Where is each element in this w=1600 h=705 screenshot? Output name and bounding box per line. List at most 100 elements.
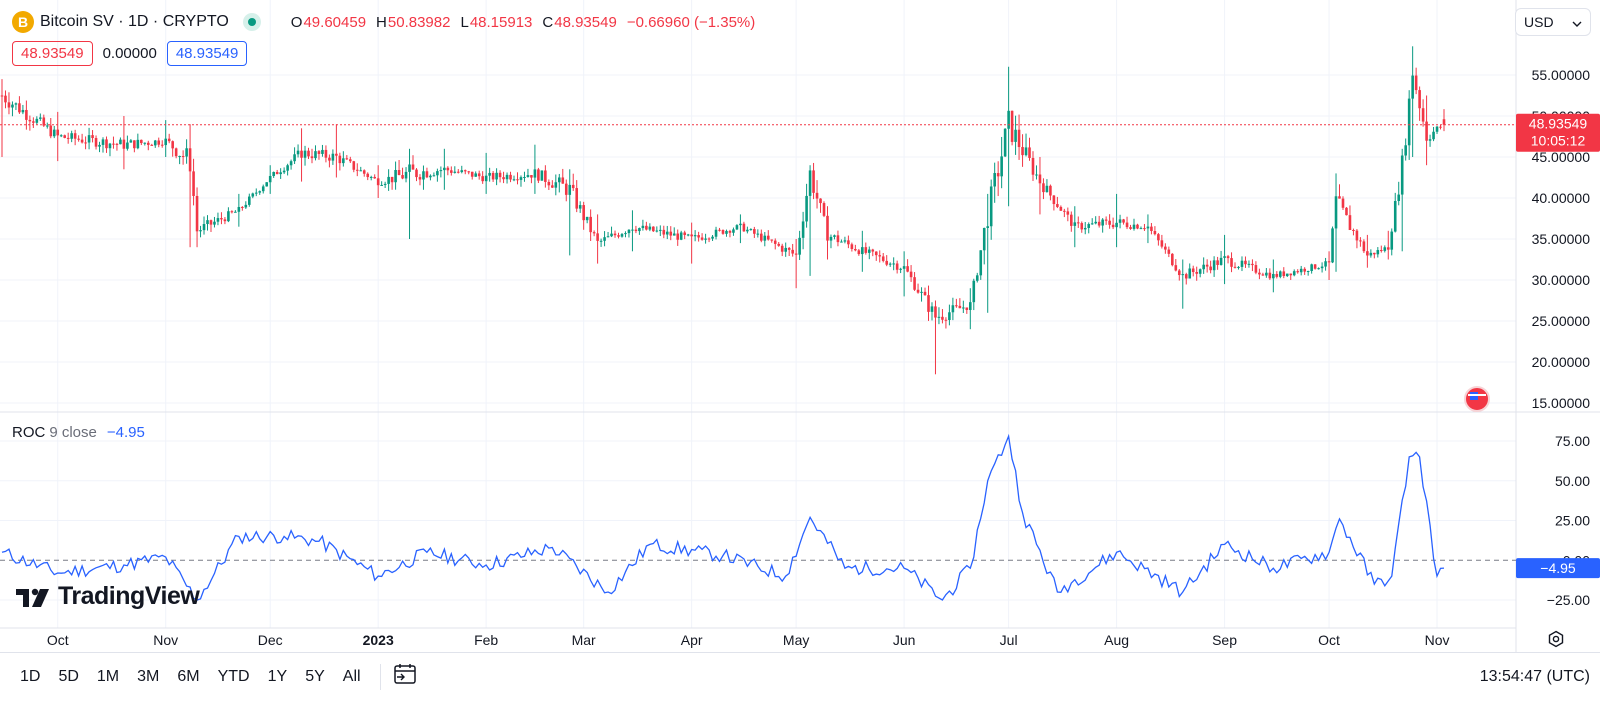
candle [307,147,310,159]
candle [223,217,227,225]
candle-body [871,249,875,252]
candle-body [366,173,370,178]
candle [129,139,133,143]
candle-body [477,173,481,177]
candle-body [888,263,892,265]
candle-body [387,176,390,184]
candle [1324,257,1327,271]
candle-body [610,233,613,237]
roc-axis-label: −25.00 [1547,592,1590,608]
candle-body [655,230,659,232]
candle-body [234,211,237,213]
candle-body [425,171,429,178]
candle-body [808,170,812,196]
candle-body [160,144,164,146]
candle-body [63,135,66,138]
range-1d-button[interactable]: 1D [20,667,41,685]
candle [70,130,73,143]
candle-body [1198,269,1202,274]
candle-body [714,229,718,237]
price-axis-label: 30.00000 [1532,272,1591,288]
candle-body [1132,224,1136,229]
candle-body [185,148,188,157]
candle [784,242,787,257]
candle [167,133,171,144]
candle-body [1265,272,1268,276]
candle [1080,221,1084,233]
candle [589,209,592,242]
candle-body [822,203,826,216]
candle [721,229,725,235]
candlestick-series [0,46,1446,375]
currency-select[interactable]: USD [1515,8,1591,36]
candle [247,193,251,207]
range-3m-button[interactable]: 3M [137,667,160,685]
symbol-title[interactable]: Bitcoin SV · 1D · CRYPTO [40,13,229,30]
roc-legend[interactable]: ROC 9 close −4.95 [12,424,145,441]
tradingview-logo[interactable]: TradingView [16,582,200,611]
candle-body [1076,222,1080,224]
us-flag-icon[interactable] [1464,386,1490,412]
candle-body [631,229,634,231]
candle [338,152,342,171]
candle [909,265,913,282]
utc-clock[interactable]: 13:54:47 (UTC) [1479,667,1590,685]
candle [1205,259,1209,273]
candle [446,166,450,176]
candle-body [1115,222,1118,228]
range-6m-button[interactable]: 6M [177,667,200,685]
candle [136,133,140,150]
candle-body [652,226,655,232]
grid [0,0,1516,628]
range-1y-button[interactable]: 1Y [267,667,288,685]
gear-icon[interactable] [1545,628,1567,650]
candle-body [338,155,342,164]
market-status-icon[interactable] [242,13,261,31]
candle [592,230,596,237]
candle-body [941,316,944,320]
candle-body [753,229,756,234]
range-1m-button[interactable]: 1M [96,667,120,685]
candle-body [73,133,77,139]
candle [1167,246,1171,258]
candle-body [1411,75,1414,99]
candle-body [516,179,519,181]
candle-body [101,139,105,145]
candle [1070,211,1073,232]
candle [1024,133,1028,157]
range-5y-button[interactable]: 5Y [305,667,325,685]
candle-body [1299,268,1303,273]
candle-body [1251,263,1254,266]
currency-value: USD [1524,14,1554,30]
candle [369,175,373,181]
candle [867,246,871,260]
candle [185,139,188,164]
go-to-date-icon[interactable] [393,663,417,690]
candle [683,230,686,240]
sell-price-box[interactable]: 48.93549 [12,41,93,66]
range-ytd-button[interactable]: YTD [217,667,250,685]
range-5d-button[interactable]: 5D [58,667,79,685]
range-all-button[interactable]: All [342,667,361,685]
candle [523,171,526,182]
candle-body [575,188,579,209]
candle-body [1070,214,1073,226]
candle [986,193,990,313]
bsv-coin-icon[interactable]: B [12,11,34,33]
candle-body [881,256,885,261]
candle-body [1171,253,1174,266]
candle-body [467,171,471,173]
candle-body [192,171,195,196]
time-axis[interactable]: Oct Nov Dec 2023 Feb Mar Apr May Jun Jul Aug Sep Oct… [47,632,1450,648]
buy-price-box[interactable]: 48.93549 [166,41,248,66]
candle [864,242,868,255]
candle [7,92,11,115]
candle-body [355,169,359,171]
candle-body [241,206,244,208]
candle-body [993,173,996,187]
candle [101,137,105,153]
candle [836,230,840,247]
